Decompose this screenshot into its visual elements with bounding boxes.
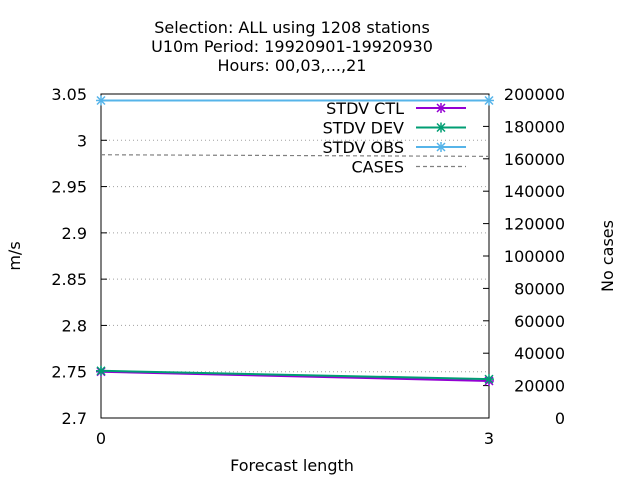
y-tick-label: 2.7 <box>62 409 87 428</box>
y2-tick-label: 20000 <box>514 377 565 396</box>
legend-entry-cases: CASES <box>351 158 466 177</box>
axes <box>100 93 490 419</box>
legend-label: STDV DEV <box>323 119 404 138</box>
tick-labels: 2.7 2.75 2.8 2.85 2.9 2.95 3 3.05 0 20000 40000 600… <box>51 85 565 448</box>
title-line-2: U10m Period: 19920901-19920930 <box>151 37 433 56</box>
y-tick-label: 2.75 <box>51 363 87 382</box>
y2-tick-label: 200000 <box>504 85 565 104</box>
data-point <box>96 365 106 376</box>
y2-tick-label: 60000 <box>514 312 565 331</box>
y2-tick-label: 160000 <box>504 150 565 169</box>
data-point <box>436 142 446 152</box>
legend-entry-stdv-ctl: STDV CTL <box>326 99 466 118</box>
data-point <box>484 95 494 106</box>
series <box>96 95 494 386</box>
y-tick-label: 2.95 <box>51 178 87 197</box>
y2-tick-label: 80000 <box>514 279 565 298</box>
plot-frame <box>100 93 490 419</box>
x-tick-label: 3 <box>484 429 494 448</box>
y-tick-label: 2.9 <box>62 224 87 243</box>
data-point <box>436 103 446 113</box>
y2-tick-label: 100000 <box>504 247 565 266</box>
series-line <box>100 370 490 382</box>
series-stdv-dev <box>96 365 494 385</box>
y-tick-label: 3 <box>77 131 87 150</box>
y2-axis-label: No cases <box>598 220 617 292</box>
y2-tick-label: 0 <box>555 409 565 428</box>
grid-lines <box>101 139 489 373</box>
y-tick-label: 3.05 <box>51 85 87 104</box>
legend-label: STDV CTL <box>326 99 404 118</box>
series-cases <box>100 154 490 157</box>
y2-tick-label: 40000 <box>514 344 565 363</box>
y2-tick-label: 140000 <box>504 182 565 201</box>
y-tick-label: 2.85 <box>51 270 87 289</box>
data-point <box>96 95 106 106</box>
legend-entry-stdv-dev: STDV DEV <box>323 119 466 138</box>
y2-tick-label: 180000 <box>504 117 565 136</box>
title-line-1: Selection: ALL using 1208 stations <box>154 18 430 37</box>
series-line <box>100 369 490 381</box>
y-tick-label: 2.8 <box>62 316 87 335</box>
legend-entry-stdv-obs: STDV OBS <box>323 138 466 157</box>
series-stdv-ctl <box>96 366 494 386</box>
x-tick-label: 0 <box>96 429 106 448</box>
y2-tick-label: 120000 <box>504 215 565 234</box>
chart-title: Selection: ALL using 1208 stations U10m … <box>151 18 433 75</box>
y-axis-label: m/s <box>5 241 24 270</box>
data-point <box>484 374 494 385</box>
x-axis-label: Forecast length <box>230 456 354 475</box>
legend-label: CASES <box>351 158 404 177</box>
data-point <box>436 122 446 133</box>
legend-label: STDV OBS <box>323 138 404 157</box>
series-line <box>100 154 490 157</box>
title-line-3: Hours: 00,03,...,21 <box>218 56 367 75</box>
series-stdv-obs <box>96 95 494 106</box>
